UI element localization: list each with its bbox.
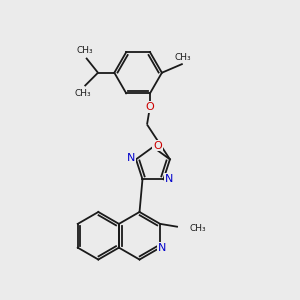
- Text: N: N: [158, 243, 166, 253]
- Text: CH₃: CH₃: [75, 89, 92, 98]
- Text: CH₃: CH₃: [76, 46, 93, 55]
- Text: N: N: [165, 174, 173, 184]
- Text: O: O: [146, 102, 154, 112]
- Text: CH₃: CH₃: [189, 224, 206, 233]
- Text: CH₃: CH₃: [175, 53, 191, 62]
- Text: N: N: [127, 153, 135, 163]
- Text: O: O: [153, 140, 162, 151]
